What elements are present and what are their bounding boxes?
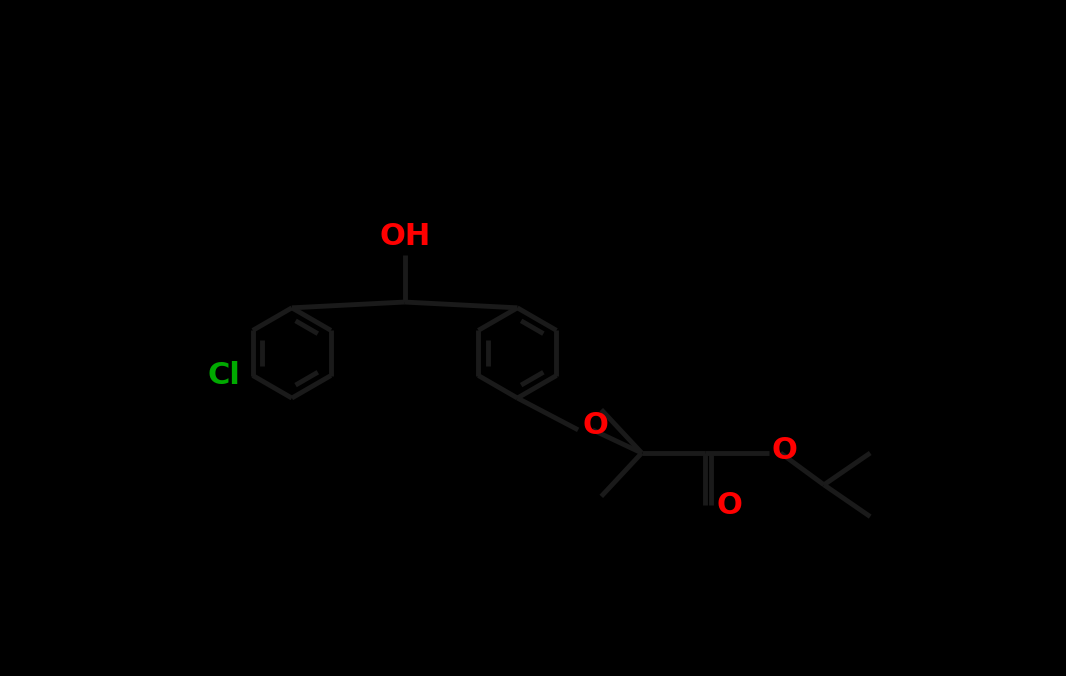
Text: Cl: Cl	[207, 361, 240, 390]
Text: O: O	[717, 491, 743, 520]
Text: OH: OH	[379, 222, 431, 251]
Text: O: O	[772, 435, 797, 464]
Text: O: O	[583, 411, 609, 440]
